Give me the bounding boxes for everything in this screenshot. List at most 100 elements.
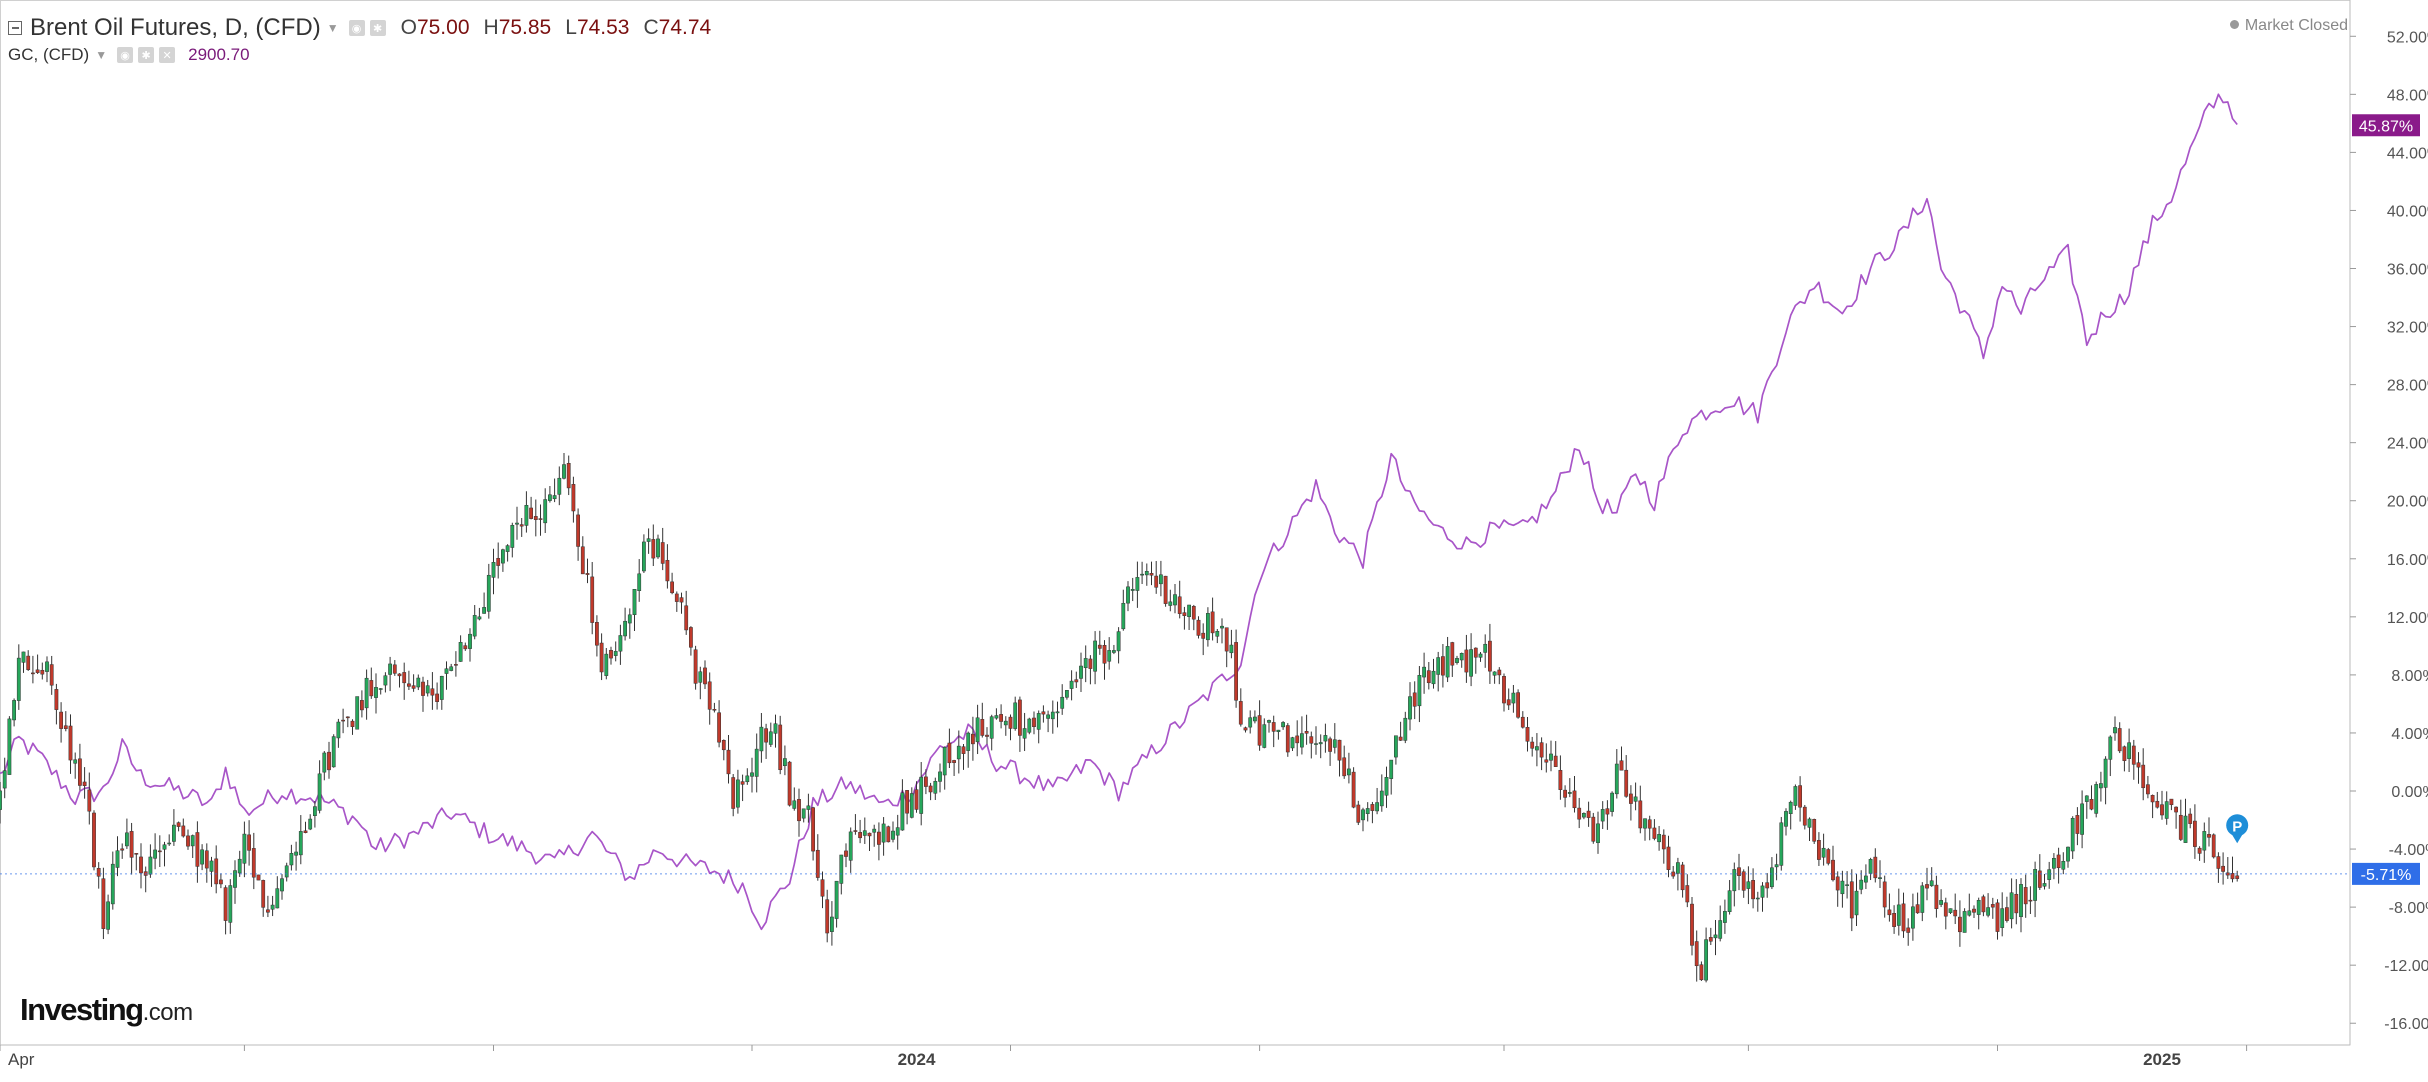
oil-candle (2070, 816, 2075, 859)
candle-body (585, 573, 590, 575)
status-dot-icon (2229, 20, 2239, 30)
market-status: Market Closed (2229, 17, 2348, 35)
candle-body (2023, 887, 2028, 905)
oil-candle (2174, 806, 2178, 829)
candle-body (1610, 792, 1614, 812)
candle-body (1638, 800, 1643, 829)
primary-symbol-label[interactable]: Brent Oil Futures, D, (CFD) (30, 14, 321, 41)
oil-candle (1300, 716, 1304, 755)
collapse-icon[interactable] (8, 21, 22, 35)
candle-body (660, 542, 665, 564)
secondary-symbol-label[interactable]: GC, (CFD) (8, 45, 90, 64)
oil-candle (792, 787, 797, 811)
oil-candle (1248, 710, 1253, 734)
candle-body (956, 745, 961, 760)
candle-body (961, 746, 966, 754)
oil-candle (2052, 853, 2056, 880)
candle-body (1549, 753, 1553, 761)
candle-body (134, 853, 139, 855)
gear-icon[interactable]: ✱ (138, 47, 155, 63)
candle-body (2211, 834, 2216, 858)
candle-body (266, 909, 270, 913)
legend-secondary-row[interactable]: GC, (CFD) ▼ ◉ ✱ ✕ 2900.70 (8, 42, 725, 68)
oil-candle (378, 688, 383, 695)
candle-body (646, 538, 651, 542)
candle-body (679, 597, 684, 603)
candle-body (1135, 577, 1140, 591)
oil-candle (1906, 918, 1911, 946)
oil-candle (2028, 886, 2033, 914)
oil-candle (327, 741, 331, 779)
oil-candle (266, 895, 270, 918)
oil-candle (2235, 870, 2240, 882)
market-status-label: Market Closed (2244, 17, 2348, 34)
oil-candle (1690, 896, 1694, 956)
oil-candle (1389, 759, 1394, 795)
candle-body (1097, 644, 1102, 649)
oil-candle (430, 672, 435, 710)
candle-body (1516, 692, 1520, 718)
candle-body (1229, 644, 1234, 654)
visibility-icon[interactable]: ◉ (348, 20, 365, 36)
candle-body (1469, 649, 1473, 677)
candle-body (435, 693, 439, 702)
candle-body (1873, 856, 1878, 879)
oil-candle (2108, 735, 2113, 777)
candle-body (317, 773, 322, 811)
x-tick-label: 2024 (898, 1050, 936, 1069)
oil-candle (1234, 629, 1238, 708)
candle-body (16, 657, 21, 701)
candle-body (2193, 820, 2197, 847)
chevron-down-icon[interactable]: ▼ (326, 21, 339, 35)
candle-body (162, 844, 167, 850)
oil-candle (1318, 734, 1323, 759)
candle-body (2066, 846, 2070, 862)
oil-candle (623, 607, 627, 641)
candle-body (219, 879, 223, 885)
candle-body (914, 789, 919, 810)
candle-body (693, 649, 698, 684)
candle-body (209, 860, 214, 872)
candle-body (195, 832, 200, 867)
oil-candle (486, 563, 491, 619)
candle-body (947, 742, 952, 764)
candle-body (599, 642, 604, 673)
oil-candle (1027, 717, 1032, 735)
close-icon[interactable]: ✕ (159, 47, 176, 63)
candle-body (176, 822, 181, 827)
candle-body (63, 725, 68, 729)
oil-candle (1882, 875, 1887, 918)
oil-candle (369, 667, 374, 699)
candle-body (552, 495, 557, 500)
oil-candle (1920, 882, 1925, 922)
oil-candle (345, 716, 350, 728)
legend-primary-row[interactable]: Brent Oil Futures, D, (CFD) ▼ ◉ ✱ O75.00… (8, 14, 725, 42)
oil-candle (468, 628, 472, 662)
oil-candle (45, 656, 49, 683)
oil-candle (411, 674, 416, 692)
candle-body (1154, 575, 1159, 588)
candle-body (1967, 910, 1972, 916)
oil-candle (1614, 749, 1619, 799)
oil-candle (2225, 857, 2230, 879)
oil-candle (284, 862, 289, 882)
candle-body (1770, 867, 1774, 888)
oil-candle (1563, 785, 1567, 808)
oil-candle (2037, 854, 2042, 890)
candle-body (1140, 573, 1144, 576)
candle-body (1337, 739, 1342, 761)
chevron-down-icon[interactable]: ▼ (95, 48, 108, 62)
candle-body (580, 546, 585, 575)
gear-icon[interactable]: ✱ (369, 20, 386, 36)
y-tick-label: -12.00% (2384, 958, 2428, 975)
candle-body (1168, 601, 1173, 606)
oil-candle (2221, 852, 2225, 885)
candle-body (1126, 586, 1130, 604)
oil-candle (1229, 629, 1234, 659)
visibility-icon[interactable]: ◉ (117, 47, 134, 63)
candle-body (1685, 885, 1690, 903)
y-tick-label: -16.00% (2384, 1016, 2428, 1033)
oil-candle (1582, 812, 1586, 820)
